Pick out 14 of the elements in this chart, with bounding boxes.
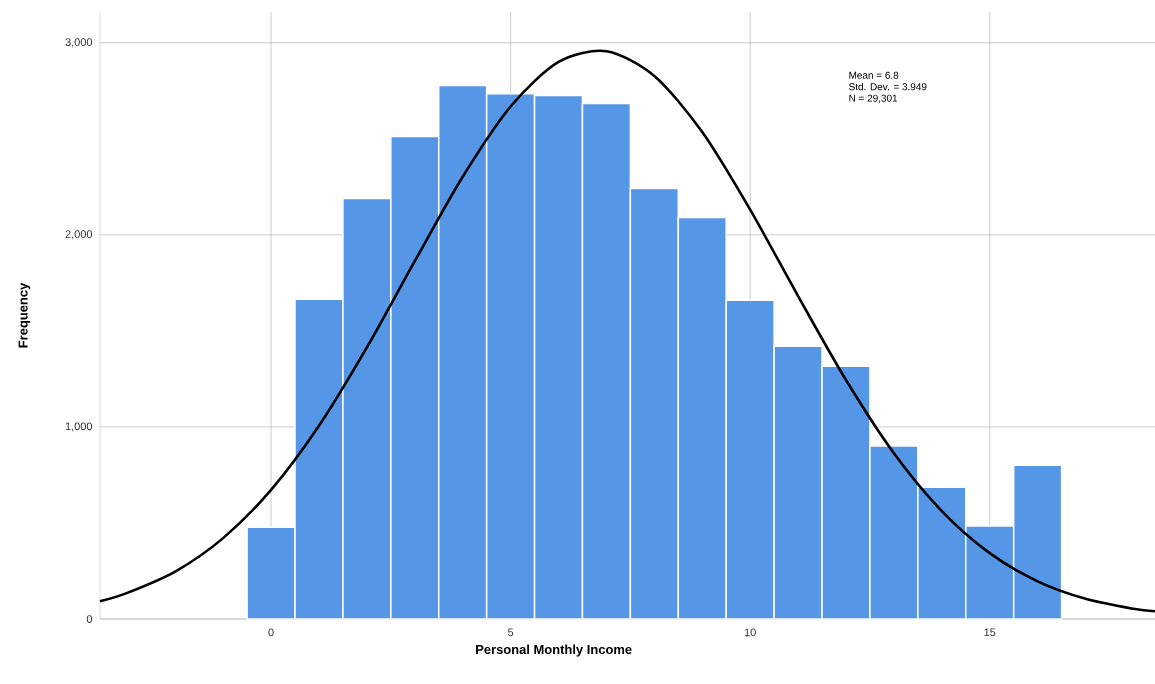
x-tick-label: 15 bbox=[984, 628, 996, 637]
x-tick-label: 0 bbox=[268, 628, 274, 637]
annotation: Mean = 6.8 bbox=[849, 71, 899, 79]
x-tick-label: 10 bbox=[744, 628, 756, 637]
line-series bbox=[98, 49, 1155, 613]
y-tick-label: 1,000 bbox=[65, 422, 93, 432]
annotation: Std. Dev. = 3.949 bbox=[849, 82, 927, 91]
y-tick-label: 2,000 bbox=[65, 230, 93, 240]
x-tick-label: 5 bbox=[508, 628, 514, 637]
annotation: N = 29,301 bbox=[849, 94, 898, 103]
y-tick-label: 3,000 bbox=[65, 38, 93, 48]
x-axis-title: Personal Monthly Income bbox=[476, 644, 632, 657]
y-axis-title: Frequency bbox=[18, 282, 31, 348]
y-tick-label: 0 bbox=[86, 615, 93, 623]
